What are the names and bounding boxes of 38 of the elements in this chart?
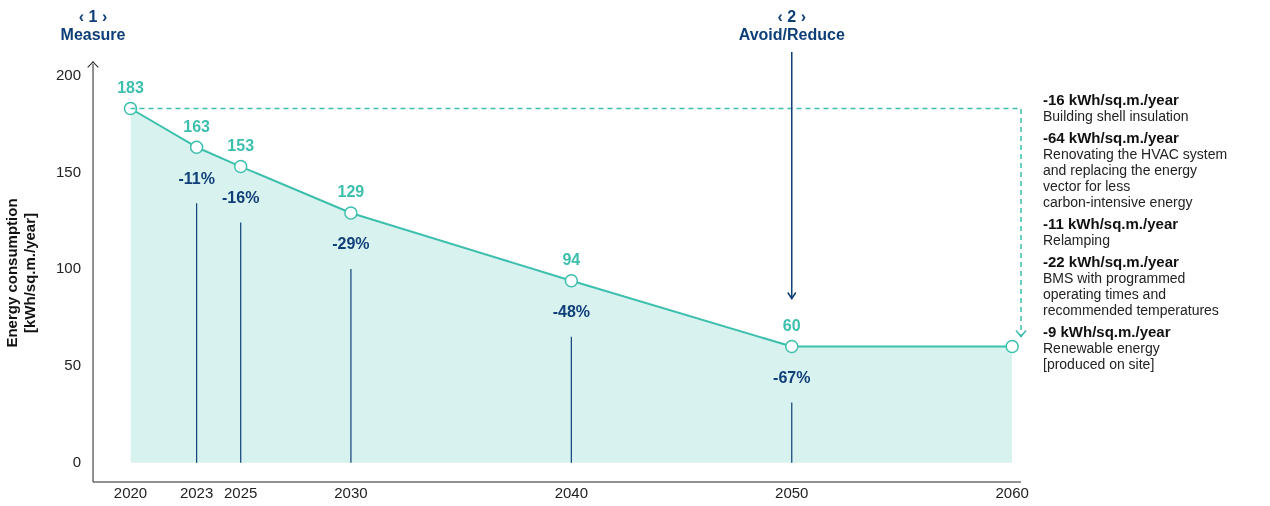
data-label: 183 <box>117 78 144 96</box>
point <box>233 159 248 174</box>
text: ‹ 2 › Avoid/Reduce <box>738 8 845 43</box>
point <box>785 339 799 354</box>
y-tick-label: 0 <box>72 452 82 470</box>
x-tick-label: 2050 <box>775 484 809 502</box>
x-tick-label: 2060 <box>995 484 1029 502</box>
point <box>189 140 204 154</box>
y-axis-title: Energy consumption [kWh/sq.m./year] <box>3 198 39 348</box>
text: ‹ 1 › Measure <box>60 8 126 43</box>
annotation: -16% <box>222 188 260 206</box>
x-tick-label: 2023 <box>179 484 214 502</box>
text: -22 kWh/sq.m./year BMS with programmed operating times and recommended temperatures <box>1043 253 1220 318</box>
data-label: 129 <box>337 183 365 201</box>
annotation: -11% <box>178 169 215 187</box>
x-tick-label: 2025 <box>224 484 258 502</box>
annotation: -48% <box>552 303 591 321</box>
data-label: 60 <box>782 316 801 334</box>
point <box>123 101 138 116</box>
y-tick-label: 100 <box>56 259 82 277</box>
data-label: 163 <box>183 117 211 135</box>
data-label: 94 <box>562 251 581 269</box>
y-tick-label: 200 <box>56 65 82 83</box>
text: -9 kWh/sq.m./year Renewable energy [produced on site] <box>1043 323 1172 372</box>
y-tick-label: 150 <box>56 162 82 180</box>
annotation: -67% <box>773 368 811 386</box>
x-tick-label: 2030 <box>334 484 368 502</box>
x-tick-label: 2020 <box>113 484 148 502</box>
x-tick-label: 2040 <box>554 484 589 502</box>
point <box>344 206 358 220</box>
y-tick-label: 50 <box>64 356 82 374</box>
point <box>1005 339 1019 354</box>
annotation: -29% <box>332 235 370 253</box>
text: -64 kWh/sq.m./year Renovating the HVAC system and replacing the energy vector for less carbon-intensive energy <box>1043 129 1229 210</box>
text: -11 kWh/sq.m./year Relamping <box>1043 215 1180 248</box>
data-label: 153 <box>227 136 255 154</box>
point <box>564 273 579 288</box>
text: -16 kWh/sq.m./year Building shell insulation <box>1043 91 1190 124</box>
